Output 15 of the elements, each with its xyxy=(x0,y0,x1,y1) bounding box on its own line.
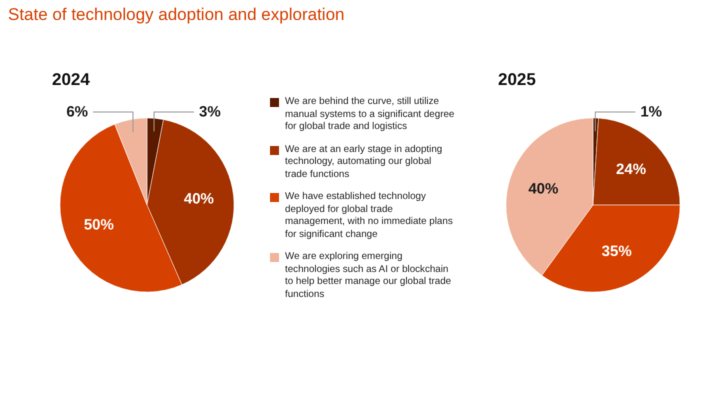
data-label: 40% xyxy=(184,190,214,208)
chart-title: State of technology adoption and exploration xyxy=(8,5,344,25)
data-label: 6% xyxy=(66,104,88,120)
chart-title: 2025 xyxy=(498,70,536,90)
data-label: 50% xyxy=(84,216,114,234)
data-label: 1% xyxy=(640,104,662,120)
data-label: 35% xyxy=(602,243,632,260)
legend-label: We have established technology deployed for global trade management, with no immediate plans for significant change xyxy=(285,191,454,241)
legend-label: We are at an early stage in adopting technology, automating our global trade functions xyxy=(285,144,444,181)
data-label: 3% xyxy=(199,104,221,120)
data-label: 40% xyxy=(528,180,558,198)
chart-subtitle: 2024 xyxy=(52,70,90,90)
legend-label: We are behind the curve, still utilize manual systems to a significant degree for global trade and logistics xyxy=(285,96,455,134)
data-label: 24% xyxy=(616,160,646,178)
legend-label: We are exploring emerging technologies such as AI or blockchain to help better manage our global trade functions xyxy=(285,251,452,301)
